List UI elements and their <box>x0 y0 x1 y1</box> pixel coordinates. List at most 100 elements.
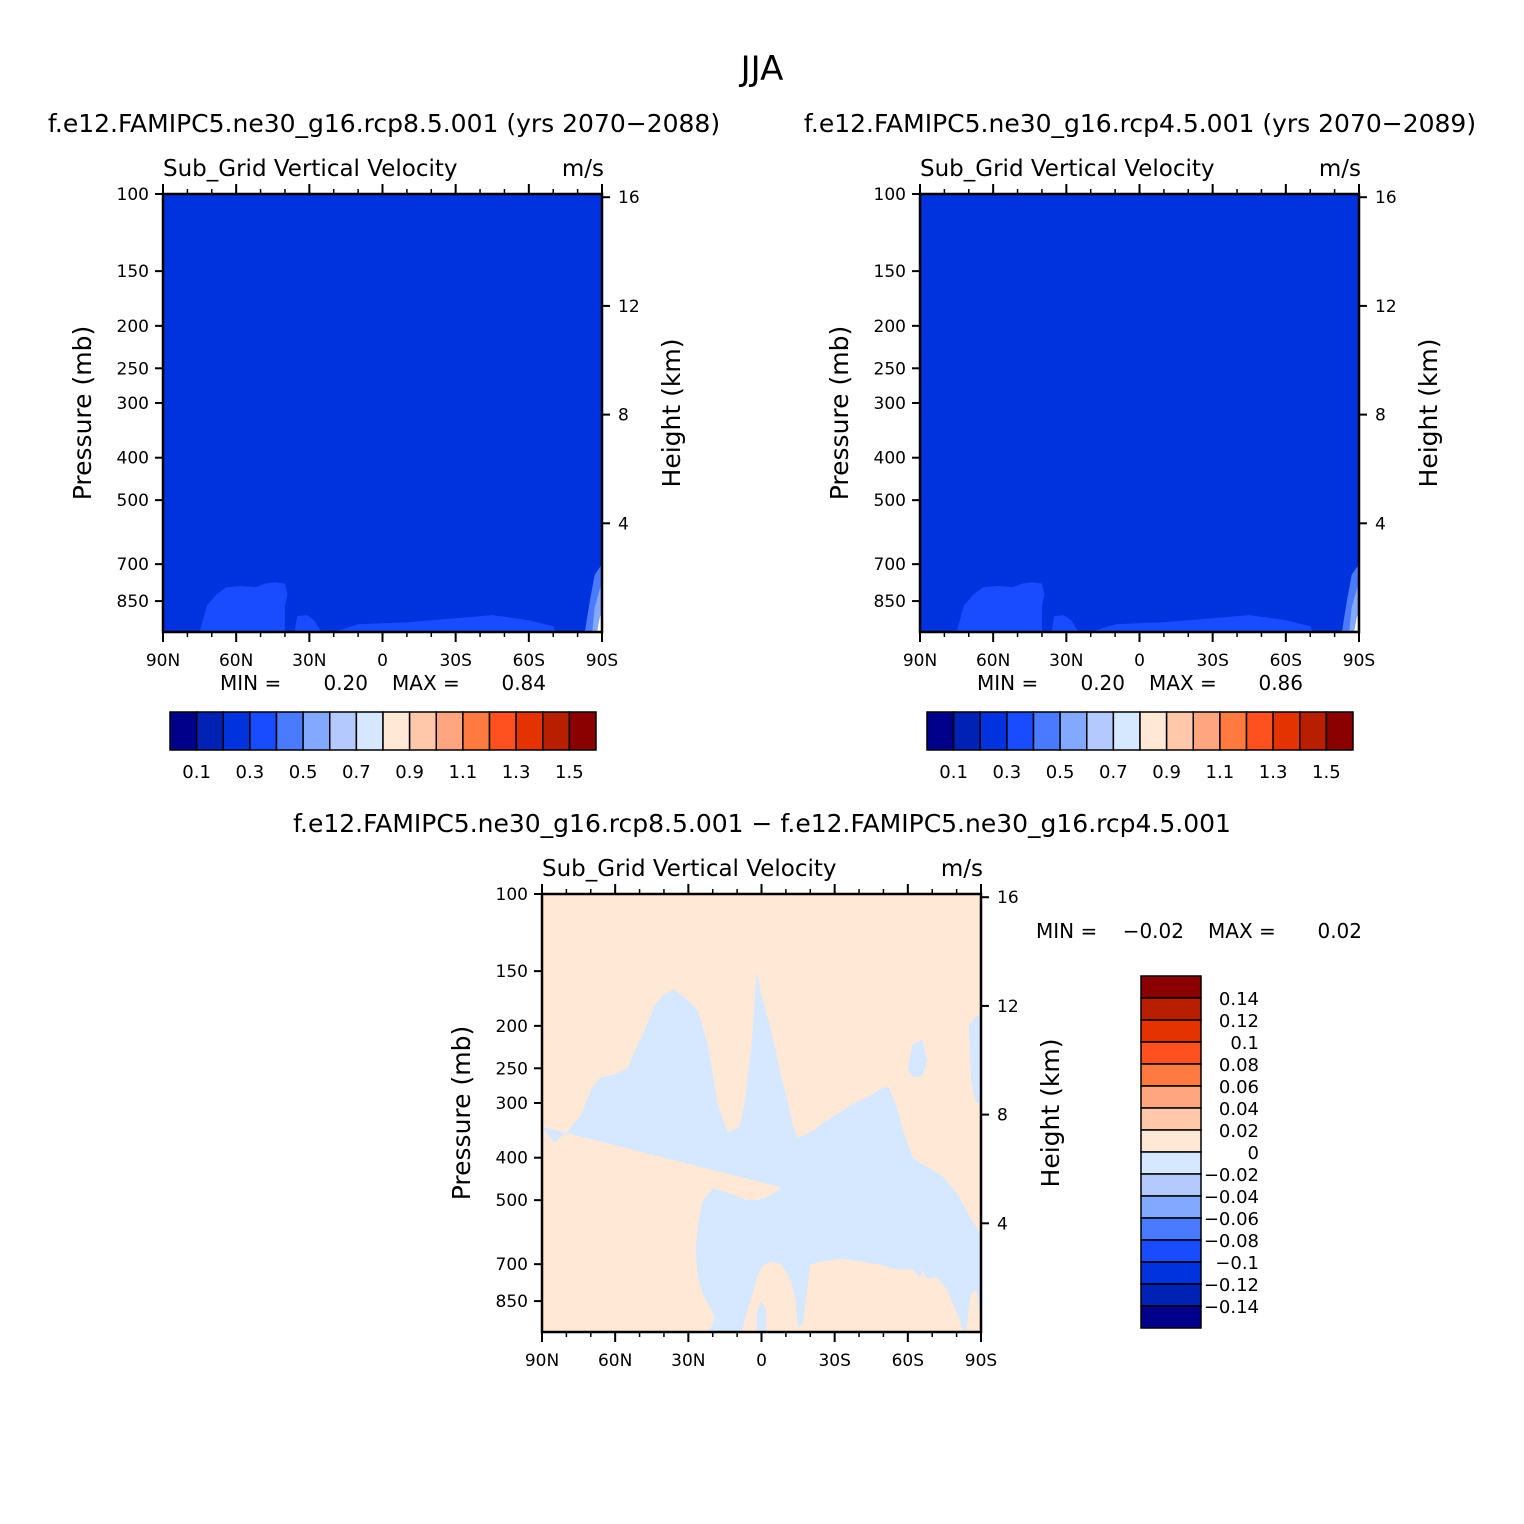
colorbar-label: 0.7 <box>342 762 371 783</box>
y-tick-label: 400 <box>874 449 906 469</box>
x-tick-label: 90N <box>525 1351 559 1371</box>
max-value: 0.02 <box>1317 919 1362 943</box>
x-tick-label: 0 <box>756 1351 767 1371</box>
colorbar-label: −0.06 <box>1204 1209 1259 1230</box>
contour-neg-edge <box>968 1016 981 1103</box>
x-tick-label: 90S <box>1343 651 1375 671</box>
colorbar-box <box>542 711 571 751</box>
y-tick-label: 850 <box>117 592 149 612</box>
y-tick-label: 200 <box>117 317 149 337</box>
y-tick-label: 100 <box>117 185 149 205</box>
x-tick-label: 90S <box>965 1351 997 1371</box>
colorbar-label: −0.08 <box>1204 1231 1259 1252</box>
y-right-tick-label: 12 <box>997 997 1019 1017</box>
contour-base <box>920 194 1359 632</box>
colorbar-label: 1.1 <box>1206 762 1235 783</box>
y-right-tick-label: 4 <box>618 514 629 534</box>
figure-title: JJA <box>739 49 784 89</box>
colorbar-label: 0.06 <box>1219 1077 1259 1098</box>
colorbar-label: 0.5 <box>289 762 318 783</box>
colorbar-label: 0.9 <box>395 762 424 783</box>
y-tick-label: 700 <box>117 555 149 575</box>
panel-1: f.e12.FAMIPC5.ne30_g16.rcp8.5.001 (yrs 2… <box>48 109 720 783</box>
y-tick-label: 300 <box>496 1094 528 1114</box>
min-label: MIN = <box>220 671 281 695</box>
x-tick-label: 90N <box>903 651 937 671</box>
colorbar-box <box>275 711 304 751</box>
y-right-tick-label: 4 <box>1375 514 1386 534</box>
y-tick-label: 500 <box>117 491 149 511</box>
x-tick-label: 30N <box>1049 651 1083 671</box>
colorbar-box <box>1032 711 1061 751</box>
contour-neg-band <box>542 971 981 1332</box>
colorbar-box <box>1192 711 1221 751</box>
contour-surface-nh <box>956 582 1045 632</box>
contour-surface-sub <box>294 615 322 632</box>
contour-surface-sh <box>1090 615 1313 632</box>
x-tick-label: 90N <box>146 651 180 671</box>
x-tick-label: 60N <box>976 651 1010 671</box>
panel-units: m/s <box>562 156 604 182</box>
colorbar-box <box>1140 1217 1202 1241</box>
colorbar-label: −0.12 <box>1204 1275 1259 1296</box>
y-tick-label: 250 <box>496 1059 528 1079</box>
colorbar-label: 1.3 <box>1259 762 1288 783</box>
contour-pos-low-eq <box>742 1261 799 1332</box>
contour-surface-nh <box>199 582 288 632</box>
colorbar: 0.1 0.3 0.5 0.7 0.9 1.1 1.3 1.5 <box>926 711 1354 783</box>
y-tick-label: 200 <box>874 317 906 337</box>
colorbar-box <box>1140 975 1202 999</box>
colorbar-box <box>382 711 411 751</box>
contour-neg-tower <box>756 1301 767 1332</box>
y-tick-label: 300 <box>874 394 906 414</box>
colorbar-label: −0.02 <box>1204 1165 1259 1186</box>
colorbar-box <box>435 711 464 751</box>
contour-field <box>920 194 1359 632</box>
colorbar-label: 0.1 <box>182 762 211 783</box>
colorbar-label: 0.5 <box>1046 762 1075 783</box>
colorbar-label: 0.1 <box>939 762 968 783</box>
y-right-tick-label: 12 <box>1375 297 1397 317</box>
colorbar-box <box>1299 711 1328 751</box>
y-right-axis-label: Height (km) <box>1036 1039 1065 1188</box>
contour-pos-sh <box>912 1269 938 1332</box>
colorbar-label: 0.1 <box>1230 1033 1259 1054</box>
y-right-axis-label: Height (km) <box>657 339 686 488</box>
contour-field <box>542 894 981 1332</box>
colorbar-label: 0.12 <box>1219 1011 1259 1032</box>
panel-title: f.e12.FAMIPC5.ne30_g16.rcp4.5.001 (yrs 2… <box>804 109 1476 138</box>
colorbar-box <box>1140 1041 1202 1065</box>
colorbar-label: 0.02 <box>1219 1121 1259 1142</box>
colorbar-box <box>249 711 278 751</box>
contour-pos-pole <box>966 1289 981 1332</box>
max-label: MAX = <box>392 671 460 695</box>
y-tick-label: 300 <box>117 394 149 414</box>
y-axis-label: Pressure (mb) <box>68 326 97 500</box>
colorbar-box <box>488 711 517 751</box>
contour-surface-sh <box>333 615 556 632</box>
colorbar-box <box>1140 1129 1202 1153</box>
colorbar-box <box>1272 711 1301 751</box>
x-tick-label: 30S <box>1196 651 1228 671</box>
colorbar-box <box>169 711 198 751</box>
colorbar-label: 0 <box>1248 1143 1259 1164</box>
colorbar-box <box>1140 1261 1202 1285</box>
colorbar-box <box>329 711 358 751</box>
colorbar-label: 0.3 <box>993 762 1022 783</box>
colorbar-box <box>1140 1151 1202 1175</box>
x-tick-label: 30S <box>439 651 471 671</box>
y-right-tick-label: 8 <box>1375 406 1386 426</box>
colorbar-box <box>1219 711 1248 751</box>
panels: f.e12.FAMIPC5.ne30_g16.rcp8.5.001 (yrs 2… <box>48 109 1476 1371</box>
y-tick-label: 700 <box>496 1255 528 1275</box>
colorbar-label: −0.04 <box>1204 1187 1259 1208</box>
x-tick-label: 0 <box>1134 651 1145 671</box>
panel-subtitle: Sub_Grid Vertical Velocity <box>163 156 458 182</box>
colorbar: 0.1 0.3 0.5 0.7 0.9 1.1 1.3 1.5 <box>169 711 597 783</box>
x-tick-label: 0 <box>377 651 388 671</box>
max-value: 0.84 <box>501 671 546 695</box>
y-right-tick-label: 16 <box>1375 188 1397 208</box>
colorbar-label: 1.5 <box>555 762 584 783</box>
colorbar-box <box>462 711 491 751</box>
x-tick-label: 30S <box>818 1351 850 1371</box>
